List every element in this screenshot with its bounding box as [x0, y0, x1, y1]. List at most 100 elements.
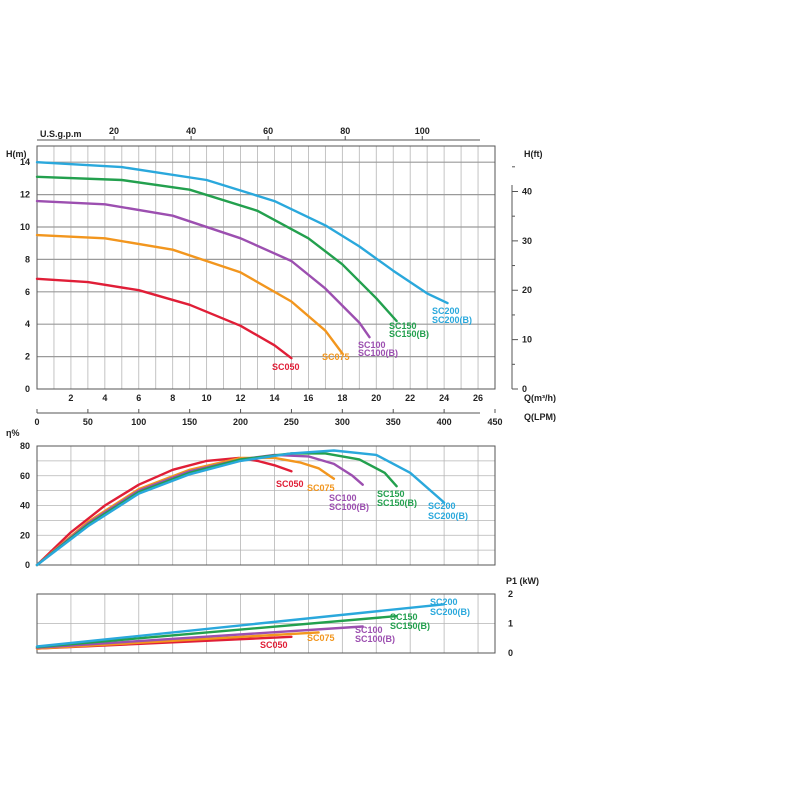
- m3h-tick-label: 14: [269, 393, 279, 403]
- m3h-tick-label: 20: [371, 393, 381, 403]
- pow-label-sc100: SC100: [355, 625, 383, 635]
- head-y-tick-label: 4: [25, 319, 30, 329]
- eff-frame: [36, 445, 496, 566]
- head-curve-sc150: [35, 175, 398, 323]
- head-label-sc075: SC075: [322, 352, 350, 362]
- eff-label2-sc200: SC200(B): [428, 511, 468, 521]
- eff-y-tick-label: 80: [20, 441, 30, 451]
- lpm-tick-label: 200: [233, 417, 248, 427]
- eff-y-tick-label: 0: [25, 560, 30, 570]
- lpm-tick-label: 250: [284, 417, 299, 427]
- pow-label-sc150: SC150: [390, 612, 418, 622]
- pow-y-tick-label: 2: [508, 589, 513, 599]
- head-plot-area: [37, 146, 495, 389]
- eff-y-tick-label: 40: [20, 501, 30, 511]
- head-frame: [36, 145, 496, 390]
- gpm-tick-label: 20: [109, 126, 119, 136]
- gpm-tick-label: 100: [415, 126, 430, 136]
- pow-label-sc050: SC050: [260, 640, 288, 650]
- ft-axis-label: H(ft): [524, 149, 543, 159]
- pow-frame: [36, 593, 496, 654]
- head-label2-sc200: SC200(B): [432, 315, 472, 325]
- eff-label-sc050: SC050: [276, 479, 304, 489]
- lpm-tick-label: 450: [487, 417, 502, 427]
- eff-y-label: η%: [6, 428, 20, 438]
- pow-curve-sc150: [35, 614, 398, 649]
- head-y-tick-label: 2: [25, 352, 30, 362]
- head-curve-sc200: [35, 161, 449, 305]
- head-y-tick-label: 10: [20, 222, 30, 232]
- m3h-tick-label: 26: [473, 393, 483, 403]
- head-y-tick-label: 14: [20, 157, 30, 167]
- pow-label-sc075: SC075: [307, 633, 335, 643]
- head-curve-sc050: [35, 277, 293, 360]
- pow-label2-sc200: SC200(B): [430, 607, 470, 617]
- lpm-axis-label: Q(LPM): [524, 412, 556, 422]
- lpm-tick-label: 0: [34, 417, 39, 427]
- eff-label2-sc100: SC100(B): [329, 502, 369, 512]
- gpm-tick-label: 80: [340, 126, 350, 136]
- m3h-tick-label: 10: [202, 393, 212, 403]
- ft-tick-label: 40: [522, 186, 532, 196]
- head-y-tick-label: 8: [25, 254, 30, 264]
- lpm-tick-label: 50: [83, 417, 93, 427]
- head-chart: U.S.g.p.m 20 40 60 80 100H(m)02468101214H(ft)…: [6, 126, 556, 427]
- lpm-tick-label: 100: [131, 417, 146, 427]
- pow-label2-sc100: SC100(B): [355, 634, 395, 644]
- m3h-tick-label: 12: [236, 393, 246, 403]
- m3h-tick-label: 16: [303, 393, 313, 403]
- gpm-tick-label: 40: [186, 126, 196, 136]
- m3h-tick-label: 6: [136, 393, 141, 403]
- head-y-tick-label: 12: [20, 190, 30, 200]
- eff-curve-sc050: [35, 456, 293, 567]
- head-label-sc050: SC050: [272, 362, 300, 372]
- eff-label2-sc150: SC150(B): [377, 498, 417, 508]
- pow-label-sc200: SC200: [430, 597, 458, 607]
- eff-y-tick-label: 20: [20, 530, 30, 540]
- m3h-tick-label: 18: [337, 393, 347, 403]
- head-curve-sc075: [35, 233, 344, 355]
- eff-curve-sc200: [35, 449, 446, 567]
- head-curve-sc100: [35, 199, 371, 339]
- m3h-tick-label: 24: [439, 393, 449, 403]
- head-label-sc200: SC200: [432, 306, 460, 316]
- pow-y-tick-label: 0: [508, 648, 513, 658]
- eff-label-sc075: SC075: [307, 483, 335, 493]
- head-y-tick-label: 0: [25, 384, 30, 394]
- eff-curve-sc075: [35, 456, 336, 567]
- m3h-axis-label: Q(m³/h): [524, 393, 556, 403]
- ft-tick-label: 30: [522, 236, 532, 246]
- ft-tick-label: 10: [522, 335, 532, 345]
- ft-tick-label: 20: [522, 285, 532, 295]
- lpm-tick-label: 400: [437, 417, 452, 427]
- m3h-tick-label: 4: [102, 393, 107, 403]
- lpm-tick-label: 300: [335, 417, 350, 427]
- head-label2-sc100: SC100(B): [358, 348, 398, 358]
- ft-tick-label: 0: [522, 384, 527, 394]
- gpm-axis-label: U.S.g.p.m: [40, 129, 82, 139]
- pow-y-label: P1 (kW): [506, 576, 539, 586]
- m3h-tick-label: 2: [68, 393, 73, 403]
- eff-y-tick-label: 60: [20, 471, 30, 481]
- gpm-tick-label: 60: [263, 126, 273, 136]
- pow-y-tick-label: 1: [508, 619, 513, 629]
- eff-label-sc200: SC200: [428, 501, 456, 511]
- lpm-tick-label: 350: [386, 417, 401, 427]
- head-label-sc100: SC100: [358, 340, 386, 350]
- head-label2-sc150: SC150(B): [389, 329, 429, 339]
- m3h-tick-label: 8: [170, 393, 175, 403]
- head-y-label: H(m): [6, 149, 27, 159]
- eff-label-sc150: SC150: [377, 489, 405, 499]
- lpm-tick-label: 150: [182, 417, 197, 427]
- m3h-tick-label: 22: [405, 393, 415, 403]
- head-label-sc150: SC150: [389, 321, 417, 331]
- head-y-tick-label: 6: [25, 287, 30, 297]
- eff-label-sc100: SC100: [329, 493, 357, 503]
- power-chart: P1 (kW)012SC050SC075SC100SC100(B)SC150SC…: [35, 576, 539, 658]
- pow-label2-sc150: SC150(B): [390, 621, 430, 631]
- pow-curve-sc075: [35, 631, 320, 650]
- pow-curve-sc100: [35, 625, 364, 649]
- pow-curve-sc200: [35, 603, 446, 648]
